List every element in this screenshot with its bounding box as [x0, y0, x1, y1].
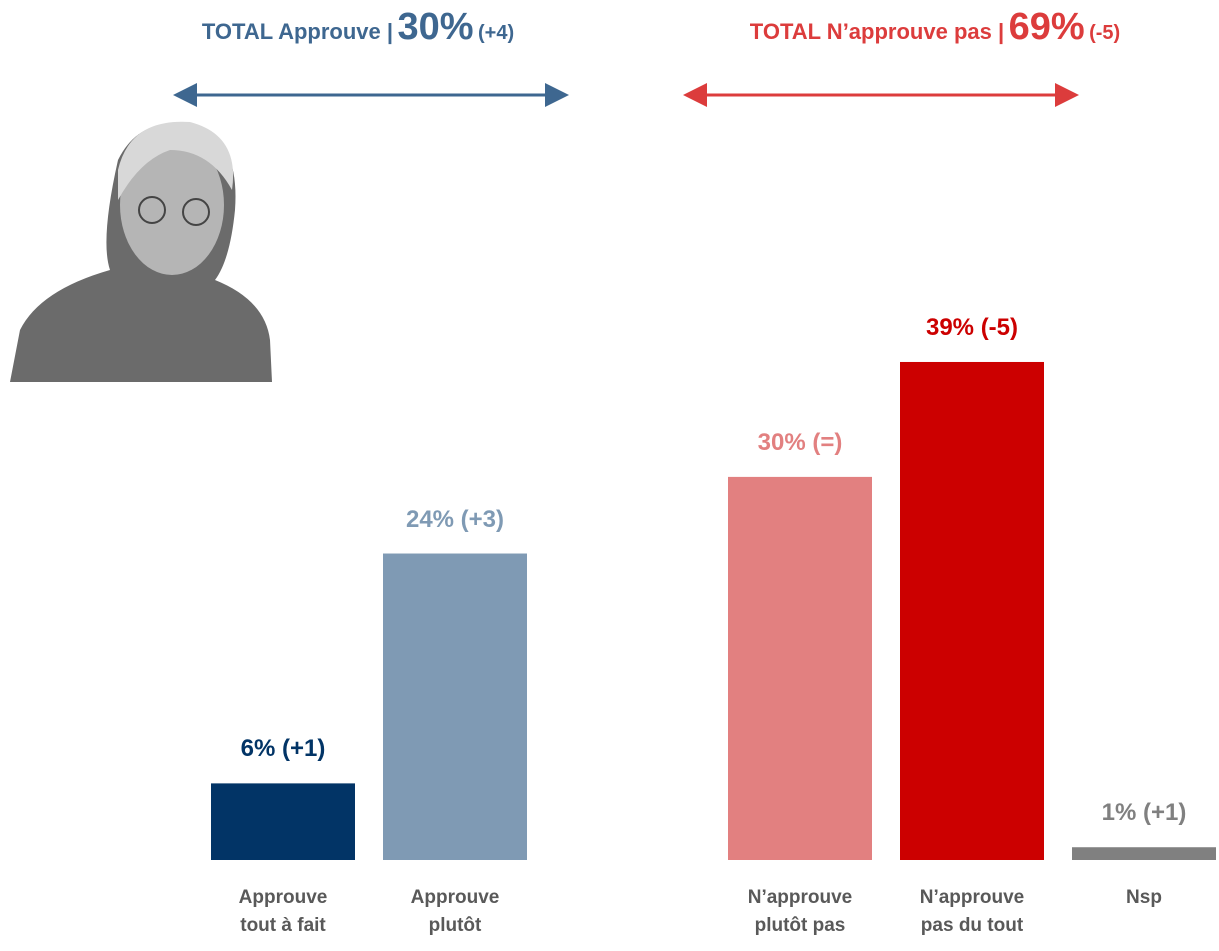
- value-label: 6% (+1): [203, 735, 363, 763]
- category-line: Approuve: [203, 884, 363, 912]
- group-total: 69%: [1009, 6, 1085, 48]
- value-label: 30% (=): [720, 429, 880, 457]
- group-header: TOTAL N’approuve pas | 69% (-5): [750, 6, 1120, 49]
- chart: [0, 0, 1219, 951]
- category-line: plutôt pas: [720, 912, 880, 940]
- category-line: plutôt: [375, 912, 535, 940]
- bar: [1072, 847, 1216, 860]
- category-line: Nsp: [1064, 884, 1219, 912]
- group-change: (-5): [1089, 22, 1120, 44]
- group-header: TOTAL Approuve | 30% (+4): [202, 6, 514, 49]
- page: (() => { const data = JSON.parse(documen…: [0, 0, 1219, 951]
- category-line: pas du tout: [892, 912, 1052, 940]
- group-title: TOTAL Approuve |: [202, 19, 393, 44]
- value-label: 24% (+3): [375, 506, 535, 534]
- category-line: Approuve: [375, 884, 535, 912]
- bar: [383, 554, 527, 860]
- group-total: 30%: [397, 6, 473, 48]
- category-line: N’approuve: [892, 884, 1052, 912]
- photo: [10, 122, 272, 382]
- category-line: N’approuve: [720, 884, 880, 912]
- category-line: tout à fait: [203, 912, 363, 940]
- group-title: TOTAL N’approuve pas |: [750, 19, 1004, 44]
- bar: [211, 783, 355, 860]
- group-change: (+4): [478, 22, 514, 44]
- bar: [728, 477, 872, 860]
- value-label: 39% (-5): [892, 314, 1052, 342]
- bar: [900, 362, 1044, 860]
- value-label: 1% (+1): [1064, 799, 1219, 827]
- category-label: Nsp: [1064, 884, 1219, 912]
